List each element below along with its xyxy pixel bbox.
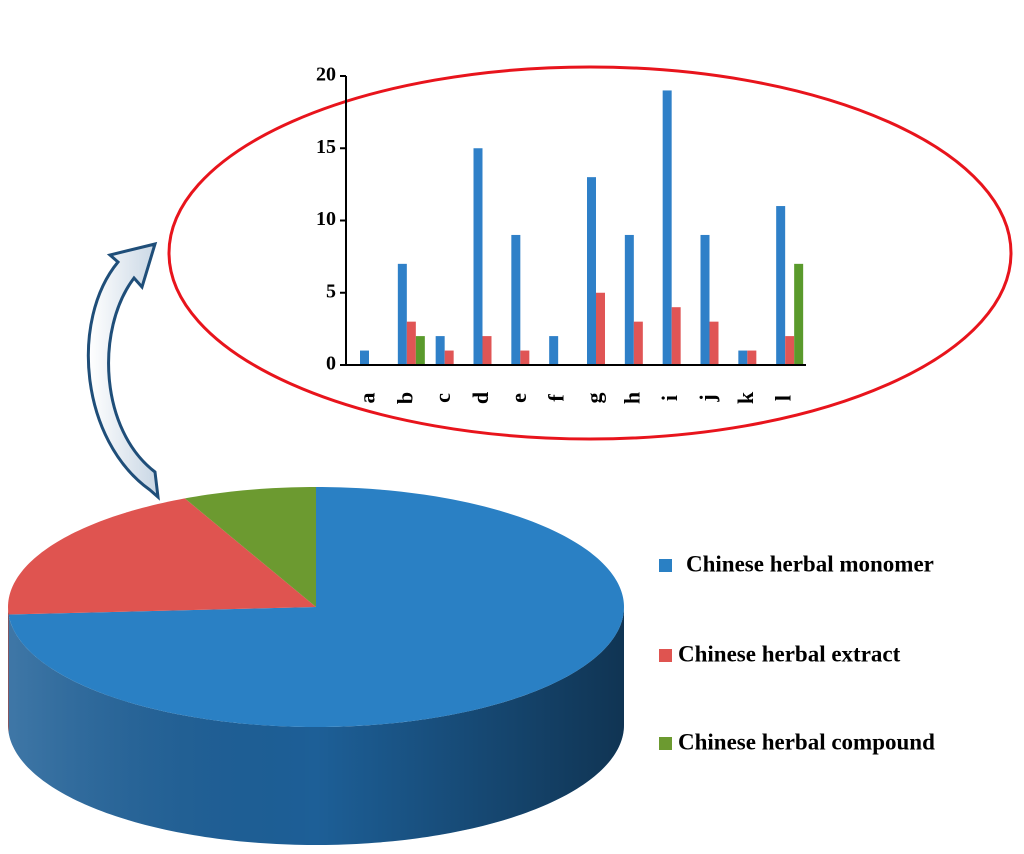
bar [747, 350, 757, 365]
x-tick-label: h [619, 392, 644, 404]
pie-slice [184, 487, 316, 607]
x-tick-label: a [355, 393, 380, 404]
x-tick-label: i [657, 395, 682, 401]
x-tick-label: c [430, 393, 455, 403]
bar [700, 234, 710, 365]
bar [482, 336, 492, 365]
pie-side-shade [8, 607, 624, 845]
legend-label: Chinese herbal extract [678, 641, 901, 666]
bar-chart: 0 5 10 15 20 a b c d e f g h i j k l [316, 64, 806, 404]
bar [671, 307, 681, 365]
pie-slice [8, 498, 316, 615]
y-tick-label: 20 [316, 64, 336, 86]
legend-label: Chinese herbal monomer [686, 551, 934, 576]
bar [435, 336, 445, 365]
bar [624, 234, 634, 365]
zoom-arrow [86, 241, 160, 501]
x-tick-label: l [771, 395, 796, 401]
bar [633, 321, 643, 365]
x-tick-label: g [582, 393, 607, 404]
legend-label: Chinese herbal compound [678, 729, 935, 754]
bar [785, 336, 795, 365]
bar [587, 177, 596, 365]
bar [662, 90, 672, 365]
x-tick-label: d [468, 392, 493, 404]
pie-slice [8, 487, 624, 727]
bar [397, 263, 407, 365]
bar [549, 336, 559, 365]
bar [511, 234, 521, 365]
bar [444, 350, 454, 365]
pie-side-shade [8, 607, 9, 733]
y-tick-label: 15 [316, 136, 336, 158]
x-tick-label: e [506, 393, 531, 403]
legend-swatch [659, 559, 672, 572]
bar [473, 148, 483, 365]
y-tick-label: 0 [326, 353, 336, 375]
x-tick-label: j [695, 394, 720, 402]
legend-swatch [659, 649, 672, 662]
x-tick-label: b [392, 392, 417, 404]
bar [776, 206, 786, 365]
y-tick-label: 10 [316, 208, 336, 230]
x-tick-label: f [544, 394, 569, 402]
x-tick-label: k [733, 391, 758, 404]
bar [406, 321, 416, 365]
zoom-ellipse [167, 65, 1013, 441]
bar [415, 336, 425, 365]
pie-chart: Chinese herbal monomer Chinese herbal ext… [8, 487, 935, 845]
bar [360, 350, 369, 365]
bar [709, 321, 719, 365]
y-tick-label: 5 [326, 280, 336, 302]
bar [738, 350, 748, 365]
bar [596, 292, 605, 365]
legend-swatch [659, 737, 672, 750]
bar [520, 350, 530, 365]
bar [794, 263, 804, 365]
